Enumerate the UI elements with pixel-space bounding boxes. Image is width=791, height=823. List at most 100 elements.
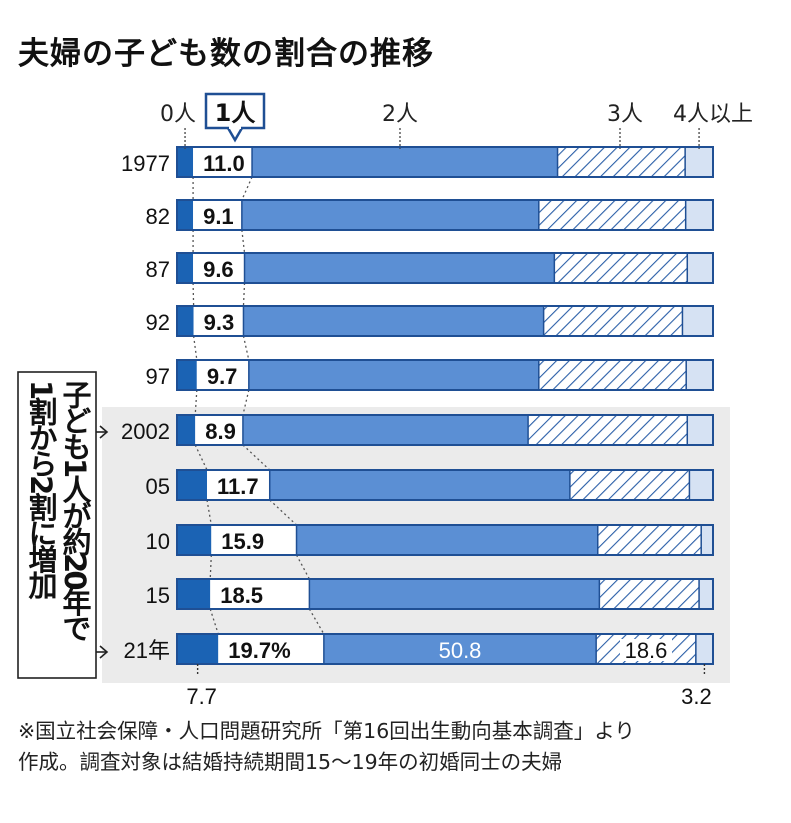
bar-segment-two: [244, 253, 555, 283]
bar-row-4: 97 9.7: [146, 359, 714, 391]
bar-segment-zero: [177, 360, 197, 390]
bar-segment-four-plus: [686, 360, 713, 390]
bar-segment-three: [538, 200, 686, 230]
bar-outline: [176, 146, 714, 178]
legend-label-zero: 0人: [160, 102, 196, 127]
category-label: 2002: [121, 419, 170, 444]
bar-segment-four-plus: [699, 579, 713, 609]
bar-segment-four-plus: [687, 253, 713, 283]
annotation-column-2: 1割から2割に増加: [24, 380, 58, 600]
bar-segment-zero: [177, 253, 194, 283]
legend-label-two: 2人: [382, 102, 418, 127]
bar-outline: [176, 633, 714, 665]
bar-row-7: 10 15.9: [146, 524, 714, 556]
bar-outline: [176, 414, 714, 446]
connector-right: [242, 335, 250, 361]
bar-row-5: 2002 8.9: [121, 414, 714, 446]
bar-row-8: 15 18.5: [146, 578, 714, 610]
one-child-value: 9.3: [204, 310, 235, 335]
source-note: ※国立社会保障・人口問題研究所「第16回出生動向基本調査」より 作成。調査対象は…: [18, 716, 778, 778]
bar-segment-one: [211, 525, 297, 555]
bar-row-0: 1977 11.0: [121, 146, 714, 178]
annotation-box: [17, 371, 97, 679]
one-child-value: 11.7: [217, 474, 259, 499]
bar-segment-three: [528, 415, 688, 445]
connector-right: [241, 176, 253, 201]
source-note-line-2: 作成。調査対象は結婚持続期間15～19年の初婚同士の夫婦: [18, 750, 563, 774]
connector-left: [209, 608, 219, 635]
bar-segment-one: [207, 470, 270, 500]
bar-row-9: 21年 19.7%: [124, 633, 714, 665]
bar-segment-zero: [177, 525, 212, 555]
legend-box-one: [204, 92, 266, 130]
legend-layer: 0人 1人 2人 3人 4人以上: [160, 92, 753, 149]
bar-segment-zero: [177, 147, 194, 177]
category-label: 92: [146, 310, 170, 335]
legend-box-pointer: [226, 127, 244, 143]
bar-segment-two: [252, 147, 558, 177]
category-label: 21年: [124, 638, 170, 663]
connector-left: [194, 389, 198, 416]
connector-left: [206, 499, 212, 526]
bar-segment-three: [599, 579, 700, 609]
connector-left: [192, 282, 195, 307]
bar-row-2: 87 9.6: [146, 252, 714, 284]
bar-segment-three: [554, 253, 688, 283]
bar-segment-two: [323, 634, 597, 664]
bar-outline: [176, 199, 714, 231]
connector-right: [242, 444, 271, 471]
bar-outline: [176, 469, 714, 501]
legend-label-one: 1人: [215, 99, 256, 127]
bar-segment-one: [218, 634, 324, 664]
bar-segment-zero: [177, 470, 208, 500]
category-label: 10: [146, 529, 170, 554]
category-label: 82: [146, 204, 170, 229]
connector-right: [242, 282, 246, 307]
bar-segment-one: [193, 306, 244, 336]
source-note-line-1: ※国立社会保障・人口問題研究所「第16回出生動向基本調査」より: [18, 719, 635, 743]
bar-segment-one: [210, 579, 310, 609]
bar-segment-two: [242, 415, 529, 445]
bar-outline: [176, 578, 714, 610]
bar-outline: [176, 252, 714, 284]
connector-right: [241, 229, 246, 254]
bar-outline: [176, 359, 714, 391]
bar-segment-one: [193, 200, 242, 230]
one-child-value: 9.7: [207, 364, 238, 389]
one-child-value: 18.5: [220, 583, 263, 608]
bar-segment-two: [309, 579, 600, 609]
bar-segment-three: [538, 360, 687, 390]
bar-segment-zero: [177, 415, 196, 445]
bar-segment-four-plus: [701, 525, 713, 555]
bar-segment-two: [241, 200, 539, 230]
bar-outline: [176, 305, 714, 337]
legend-pointer-mask: [229, 126, 241, 129]
one-child-value: 11.0: [203, 151, 245, 176]
connector-left: [209, 554, 212, 580]
bar-segment-four-plus: [682, 306, 713, 336]
bar-segment-zero: [177, 579, 211, 609]
bar-segment-one: [193, 147, 253, 177]
bar-segment-one: [196, 360, 249, 390]
one-child-connectors: [192, 176, 325, 635]
bar-segment-four-plus: [685, 200, 713, 230]
bar-segment-four-plus: [689, 470, 713, 500]
connector-right: [269, 499, 297, 526]
chart-title: 夫婦の子ども数の割合の推移: [18, 36, 434, 72]
bar-segment-zero: [177, 634, 219, 664]
bar-segment-three: [597, 525, 702, 555]
bar-outline: [176, 524, 714, 556]
category-label: 05: [146, 474, 170, 499]
category-label: 97: [146, 364, 170, 389]
bar-segment-four-plus: [687, 415, 713, 445]
bar-segment-one: [195, 415, 243, 445]
zero-value: 7.7: [186, 684, 217, 709]
three-children-value: 18.6: [625, 638, 668, 663]
one-child-value: 9.1: [203, 204, 234, 229]
one-child-value: 15.9: [221, 529, 264, 554]
bar-row-1: 82 9.1: [146, 199, 714, 231]
bar-row-6: 05 11.7: [146, 469, 714, 501]
bar-segment-four-plus: [695, 634, 713, 664]
bar-segment-two: [269, 470, 570, 500]
